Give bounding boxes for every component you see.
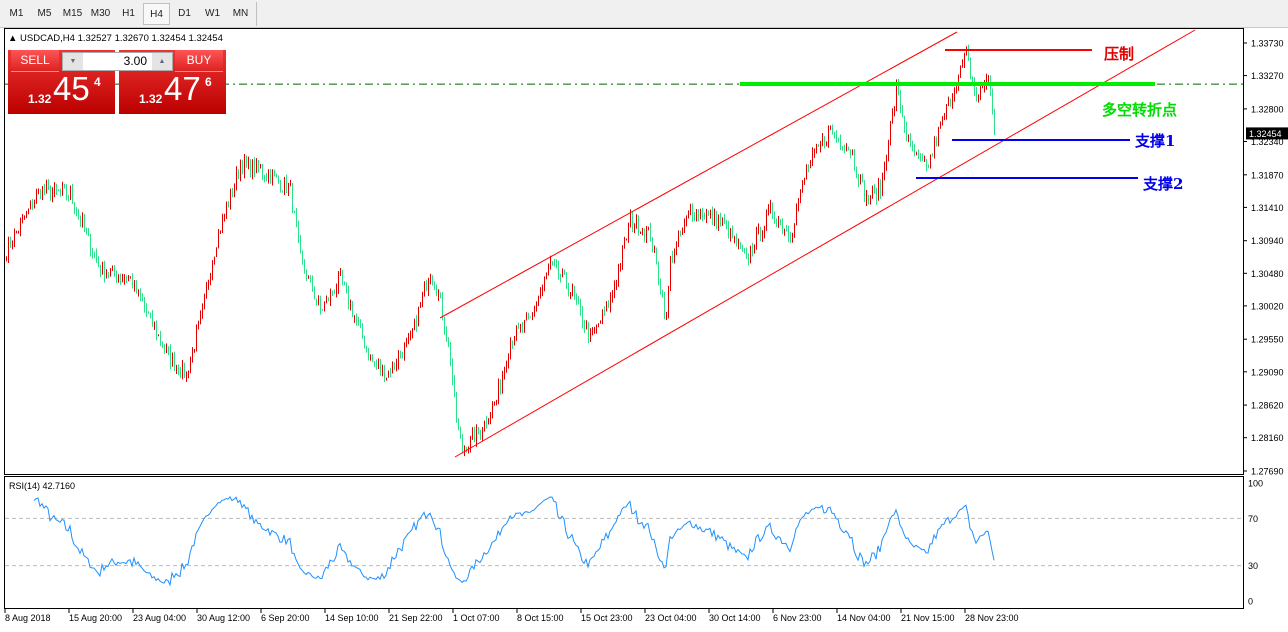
rsi-label: RSI(14) 42.7160 [9,481,75,491]
increase-arrow-icon[interactable]: ▲ [152,53,172,70]
support2-label: 支撑2 [1143,175,1184,193]
quantity-input[interactable] [85,53,150,70]
price-axis-label: 1.31870 [1251,170,1284,180]
decrease-arrow-icon[interactable]: ▼ [63,53,83,70]
time-axis-label: 21 Sep 22:00 [389,613,443,623]
time-axis-label: 1 Oct 07:00 [453,613,500,623]
price-axis-label: 1.33730 [1251,39,1284,49]
sell-price-pips: 45 [53,70,90,107]
price-axis-label: 1.28160 [1251,433,1284,443]
buy-price-fraction: 6 [205,75,212,89]
price-axis-label: 1.29550 [1251,335,1284,345]
price-axis-label: 1.32340 [1251,137,1284,147]
symbol-quote: USDCAD,H4 1.32527 1.32670 1.32454 1.3245… [20,33,223,44]
upper-channel-line [439,31,958,319]
collapse-triangle-icon[interactable]: ▲ [8,33,18,44]
timeframe-tab-m15[interactable]: M15 [62,8,83,19]
price-axis-label: 1.30480 [1251,269,1284,279]
price-axis-label: 1.30020 [1251,301,1284,311]
buy-price-pips: 47 [164,70,201,107]
price-axis-label: 1.27690 [1251,467,1284,477]
price-axis-label: 1.28620 [1251,401,1284,411]
sell-button[interactable]: SELL [11,50,59,72]
sell-price-fraction: 4 [94,75,101,89]
timeframe-toolbar: M1 M5 M15 M30 H1 H4 D1 W1 MN [0,0,1288,28]
timeframe-tab-h4[interactable]: H4 [143,3,170,25]
sell-price[interactable]: 1.32 45 4 [8,70,115,114]
sell-price-prefix: 1.32 [28,92,52,106]
timeframe-tab-mn[interactable]: MN [232,8,249,19]
time-axis-label: 21 Nov 15:00 [901,613,955,623]
price-axis-label: 1.31410 [1251,203,1284,213]
buy-button[interactable]: BUY [175,50,223,72]
time-axis-label: 23 Aug 04:00 [133,613,186,623]
timeframe-tab-d1[interactable]: D1 [178,8,191,19]
timeframe-tab-w1[interactable]: W1 [205,8,220,19]
time-axis-label: 6 Sep 20:00 [261,613,310,623]
price-chart[interactable]: 1.33730 1.33270 1.32800 1.32340 1.31870 1.314… [0,27,1288,632]
resistance-label: 压制 [1104,45,1135,63]
buy-price[interactable]: 1.32 47 6 [119,70,226,114]
time-axis-label: 15 Oct 23:00 [581,613,633,623]
time-axis-label: 8 Oct 15:00 [517,613,564,623]
chart-header: ▲ USDCAD,H4 1.32527 1.32670 1.32454 1.32… [8,33,223,44]
timeframe-tab-m1[interactable]: M1 [9,8,24,19]
rsi-axis-label: 0 [1248,597,1253,607]
timeframe-tab-h1[interactable]: H1 [122,8,135,19]
toolbar-separator [256,2,257,26]
current-price-label: 1.32454 [1249,129,1282,139]
rsi-panel-frame [4,476,1244,609]
timeframe-tab-m5[interactable]: M5 [37,8,52,19]
price-axis-label: 1.29090 [1251,367,1284,377]
price-axis-label: 1.33270 [1251,71,1284,81]
current-price-box [1246,127,1288,140]
time-axis-label: 28 Nov 23:00 [965,613,1019,623]
buy-price-prefix: 1.32 [139,92,163,106]
time-axis-label: 14 Sep 10:00 [325,613,379,623]
main-chart-frame [4,28,1244,475]
time-axis-label: 14 Nov 04:00 [837,613,891,623]
price-axis-label: 1.32800 [1251,104,1284,114]
lower-channel-line [454,29,1196,458]
time-axis-label: 15 Aug 20:00 [69,613,122,623]
timeframe-tab-m30[interactable]: M30 [90,8,111,19]
time-axis-label: 30 Aug 12:00 [197,613,250,623]
time-axis-label: 30 Oct 14:00 [709,613,761,623]
time-axis-label: 23 Oct 04:00 [645,613,697,623]
rsi-line [33,496,995,587]
quantity-stepper[interactable]: ▼ ▲ [62,52,173,71]
rsi-axis-label: 30 [1248,561,1258,571]
rsi-axis-label: 70 [1248,514,1258,524]
pivot-label: 多空转折点 [1102,101,1178,119]
support1-label: 支撑1 [1135,132,1176,150]
time-axis-label: 6 Nov 23:00 [773,613,822,623]
price-axis-label: 1.30940 [1251,236,1284,246]
rsi-axis-label: 100 [1248,479,1263,489]
time-axis-label: 8 Aug 2018 [5,613,51,623]
